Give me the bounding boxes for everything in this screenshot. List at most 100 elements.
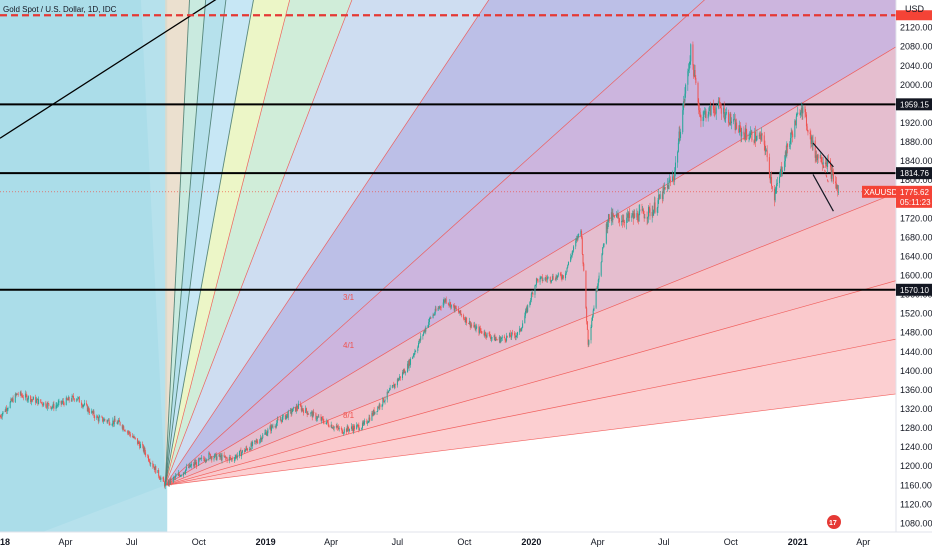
candle[interactable] bbox=[810, 134, 812, 144]
candle[interactable] bbox=[575, 238, 577, 241]
candle[interactable] bbox=[132, 437, 134, 438]
candle[interactable] bbox=[369, 417, 371, 421]
candle[interactable] bbox=[386, 391, 388, 400]
candle[interactable] bbox=[77, 397, 79, 400]
candle[interactable] bbox=[791, 132, 793, 134]
candle[interactable] bbox=[199, 458, 201, 460]
candle[interactable] bbox=[597, 279, 599, 286]
candle[interactable] bbox=[571, 252, 573, 257]
candle[interactable] bbox=[211, 456, 213, 460]
candle[interactable] bbox=[789, 143, 791, 148]
candle[interactable] bbox=[831, 170, 833, 179]
candle[interactable] bbox=[547, 276, 549, 278]
candle[interactable] bbox=[393, 384, 395, 388]
candle[interactable] bbox=[341, 428, 343, 434]
candle[interactable] bbox=[383, 401, 385, 403]
candle[interactable] bbox=[607, 214, 609, 222]
candle[interactable] bbox=[448, 304, 450, 306]
candle[interactable] bbox=[260, 437, 262, 440]
candle[interactable] bbox=[715, 107, 717, 114]
candle[interactable] bbox=[259, 439, 261, 444]
candle[interactable] bbox=[94, 416, 96, 419]
candle[interactable] bbox=[795, 116, 797, 126]
candle[interactable] bbox=[602, 247, 604, 255]
candle[interactable] bbox=[10, 398, 12, 402]
candle[interactable] bbox=[684, 93, 686, 102]
candle[interactable] bbox=[277, 419, 279, 421]
candle[interactable] bbox=[297, 403, 299, 409]
candle[interactable] bbox=[653, 210, 655, 216]
candle[interactable] bbox=[43, 402, 45, 406]
candle[interactable] bbox=[372, 410, 374, 416]
candle[interactable] bbox=[677, 151, 679, 163]
candle[interactable] bbox=[463, 318, 465, 320]
candle[interactable] bbox=[272, 426, 274, 428]
candle[interactable] bbox=[750, 131, 752, 133]
candle[interactable] bbox=[336, 425, 338, 428]
candle[interactable] bbox=[389, 387, 391, 391]
candle[interactable] bbox=[76, 399, 78, 401]
candle[interactable] bbox=[629, 212, 631, 219]
candle[interactable] bbox=[459, 310, 461, 314]
candle[interactable] bbox=[674, 170, 676, 180]
candle[interactable] bbox=[557, 275, 559, 278]
candle[interactable] bbox=[73, 396, 75, 399]
candle[interactable] bbox=[506, 335, 508, 337]
candle[interactable] bbox=[391, 385, 393, 388]
candle[interactable] bbox=[51, 406, 53, 408]
candle[interactable] bbox=[124, 430, 126, 432]
candle[interactable] bbox=[70, 400, 72, 402]
candle[interactable] bbox=[335, 426, 337, 428]
candle[interactable] bbox=[285, 415, 287, 420]
candle[interactable] bbox=[137, 441, 139, 444]
candle[interactable] bbox=[254, 440, 256, 442]
candle[interactable] bbox=[719, 102, 721, 107]
candle[interactable] bbox=[454, 305, 456, 311]
candle[interactable] bbox=[409, 360, 411, 365]
candle[interactable] bbox=[381, 404, 383, 408]
candle[interactable] bbox=[22, 395, 24, 398]
candle[interactable] bbox=[316, 418, 318, 420]
candle[interactable] bbox=[761, 133, 763, 136]
candle[interactable] bbox=[177, 473, 179, 476]
candle[interactable] bbox=[27, 396, 29, 400]
candle[interactable] bbox=[86, 404, 88, 412]
candle[interactable] bbox=[72, 395, 74, 397]
candle[interactable] bbox=[42, 404, 44, 406]
candle[interactable] bbox=[689, 61, 691, 64]
candle[interactable] bbox=[182, 472, 184, 476]
candle[interactable] bbox=[129, 431, 131, 434]
candle[interactable] bbox=[708, 108, 710, 115]
candle[interactable] bbox=[40, 399, 42, 403]
candle[interactable] bbox=[698, 102, 700, 111]
candle[interactable] bbox=[372, 412, 374, 416]
candle[interactable] bbox=[302, 408, 304, 411]
candle[interactable] bbox=[129, 433, 131, 437]
candle[interactable] bbox=[241, 452, 243, 457]
candle[interactable] bbox=[551, 276, 553, 281]
candle[interactable] bbox=[351, 426, 353, 429]
candle[interactable] bbox=[240, 450, 242, 457]
candle[interactable] bbox=[358, 425, 360, 430]
candle[interactable] bbox=[123, 430, 125, 431]
candle[interactable] bbox=[738, 128, 740, 133]
candle[interactable] bbox=[332, 427, 334, 429]
candle[interactable] bbox=[56, 405, 58, 407]
candle[interactable] bbox=[652, 211, 654, 216]
candle[interactable] bbox=[449, 302, 451, 305]
candle[interactable] bbox=[347, 426, 349, 430]
candle[interactable] bbox=[413, 353, 415, 355]
candle[interactable] bbox=[220, 455, 222, 458]
candle[interactable] bbox=[617, 214, 619, 216]
candle[interactable] bbox=[363, 421, 365, 425]
candle[interactable] bbox=[546, 277, 548, 280]
candle[interactable] bbox=[102, 420, 104, 422]
candle[interactable] bbox=[6, 408, 8, 411]
candle[interactable] bbox=[157, 470, 159, 474]
candle[interactable] bbox=[799, 112, 801, 115]
candle[interactable] bbox=[312, 411, 314, 418]
candle[interactable] bbox=[315, 413, 317, 420]
candle[interactable] bbox=[6, 409, 8, 411]
candle[interactable] bbox=[746, 134, 748, 139]
candle[interactable] bbox=[218, 454, 220, 457]
